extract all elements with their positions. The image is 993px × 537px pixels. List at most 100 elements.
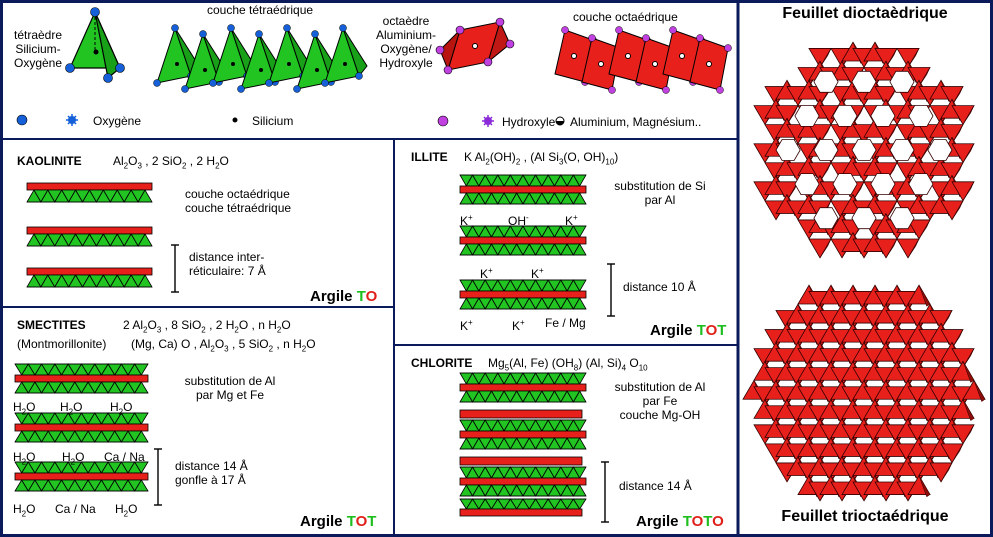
aluminium-atom xyxy=(625,53,631,59)
hexagonal-hole xyxy=(870,105,896,127)
oxygen-atom xyxy=(227,24,235,32)
dioctahedral-unit-shade xyxy=(962,105,975,125)
tetrahedron-face xyxy=(342,27,368,78)
smectite-unit-bottom-tetra xyxy=(14,430,149,443)
trioctahedral-sheet-title: Feuillet trioctaédrique xyxy=(781,508,949,525)
dioctahedral-sheet-art xyxy=(753,41,975,259)
chlorite-distance-bracket xyxy=(601,461,609,523)
dioctahedral-unit xyxy=(896,238,920,259)
dioctahedral-unit-shade xyxy=(907,238,920,258)
hexagonal-hole xyxy=(908,105,934,127)
chlorite-formula: Mg5(Al, Fe) (OH8) (Al, Si)4 O10 xyxy=(488,356,648,373)
kaolinite-octa-layer xyxy=(26,226,153,235)
silicon-atom xyxy=(259,68,263,72)
smectites-distance: distance 14 Å gonfle à 17 Å xyxy=(175,459,248,487)
ion-label: K+ xyxy=(460,318,473,333)
ion-label: Ca / Na xyxy=(104,450,145,464)
smectite-unit-bottom-tetra xyxy=(14,479,149,492)
smectite-unit-top-tetra xyxy=(14,412,149,425)
ion-label: H2O xyxy=(115,502,138,519)
trioctahedral-unit-shade xyxy=(940,310,953,330)
ion-label: H2O xyxy=(62,450,85,467)
smectite-unit-top-tetra xyxy=(14,363,149,376)
chlorite-brucite-layer xyxy=(459,409,583,419)
kaolinite-tetra-label: couche tétraédrique xyxy=(185,201,292,215)
oxygen-atom xyxy=(321,79,329,87)
hydroxyl-atom xyxy=(588,34,596,42)
octahedron-label: octaèdre Aluminium- Oxygène/ Hydroxyle xyxy=(375,14,436,70)
hexagonal-hole xyxy=(889,70,915,93)
illite-note: substitution de Si par Al xyxy=(614,179,706,207)
dioctahedral-unit-shade xyxy=(786,105,799,125)
aluminium-atom xyxy=(571,53,577,59)
ion-label: K+ xyxy=(460,213,473,228)
smectites-note: substitution de Al par Mg et Fe xyxy=(184,374,276,402)
hydroxyl-atom xyxy=(642,34,650,42)
kaolinite-distance: distance inter- réticulaire: 7 Å xyxy=(189,250,266,278)
chlorite-unit-octa xyxy=(459,430,587,439)
hydroxyl-atom xyxy=(716,86,724,94)
hexagonal-hole xyxy=(794,173,820,196)
illite-unit-octa xyxy=(459,290,587,299)
hexagonal-hole xyxy=(889,207,915,230)
hexagonal-hole xyxy=(813,207,839,230)
dioctahedral-unit-shade xyxy=(852,181,865,201)
dioctahedral-unit-shade xyxy=(885,48,898,68)
octahedral-layer-icon xyxy=(554,26,732,94)
hydroxyl-atom xyxy=(724,44,732,52)
smectites-subtitle: (Montmorillonite) xyxy=(17,337,107,351)
chlorite-title: CHLORITE xyxy=(411,356,473,370)
smectites-formula-2: (Mg, Ca) O , Al2O3 , 5 SiO2 , n H2O xyxy=(131,337,316,354)
chlorite-brucite-layer xyxy=(459,456,583,466)
dioctahedral-unit-shade xyxy=(918,219,931,239)
trioctahedral-unit-shade xyxy=(962,361,975,383)
oxygen-atom xyxy=(265,79,273,87)
hydroxyl-atom xyxy=(561,26,569,34)
silicon-atom xyxy=(203,68,207,72)
ion-label: H2O xyxy=(13,450,36,467)
illite-unit-top-tetra xyxy=(459,174,587,187)
tetrahedral-layer-label: couche tétraédrique xyxy=(207,3,314,17)
silicon-atom xyxy=(315,68,319,72)
trioctahedral-unit-shade xyxy=(918,475,931,498)
chlorite-unit-top-tetra xyxy=(459,419,587,432)
ion-label: Fe / Mg xyxy=(545,316,586,330)
hexagonal-hole xyxy=(889,139,915,161)
kaolinite-tetra-layer xyxy=(26,233,153,247)
oxygen-atom xyxy=(237,85,245,93)
kaolinite-tetra-layer xyxy=(26,189,153,203)
smectite-unit-top-tetra xyxy=(14,461,149,474)
kaolinite-octa-layer xyxy=(26,267,153,276)
smectite-unit-bottom-tetra xyxy=(14,381,149,394)
kaolinite-distance-bracket xyxy=(171,244,179,293)
dioctahedral-unit-shade xyxy=(951,162,964,182)
hydroxyl-symbol-icon xyxy=(437,115,449,127)
aluminium-atom xyxy=(706,61,712,67)
hexagonal-hole xyxy=(851,139,877,161)
ion-label: K+ xyxy=(512,318,525,333)
dioctahedral-unit-shade xyxy=(962,143,975,163)
kaolinite-title: KAOLINITE xyxy=(17,154,82,168)
hexagonal-hole xyxy=(870,173,896,196)
hydroxyl-atom xyxy=(669,26,677,34)
dioctahedral-unit-shade xyxy=(819,238,832,258)
ion-label: K+ xyxy=(480,266,493,281)
dioctahedral-unit-shade xyxy=(907,48,920,68)
illite-unit-octa xyxy=(459,236,587,245)
dioctahedral-unit-shade xyxy=(885,124,898,144)
hydroxyl-label: Hydroxyle xyxy=(502,115,556,129)
chlorite-unit-octa xyxy=(459,477,587,486)
oxygen-atom xyxy=(255,30,263,38)
hydroxyl-atom xyxy=(608,86,616,94)
dioctahedral-unit-shade xyxy=(885,200,898,220)
oxygen-label: Oxygène xyxy=(93,114,142,128)
ion-label: H2O xyxy=(13,400,36,417)
distance-brackets xyxy=(154,244,615,523)
aluminium-atom xyxy=(598,61,604,67)
dioctahedral-unit-shade xyxy=(819,162,832,182)
illite-unit-bottom-tetra xyxy=(459,297,587,310)
hydroxyl-atom xyxy=(662,86,670,94)
